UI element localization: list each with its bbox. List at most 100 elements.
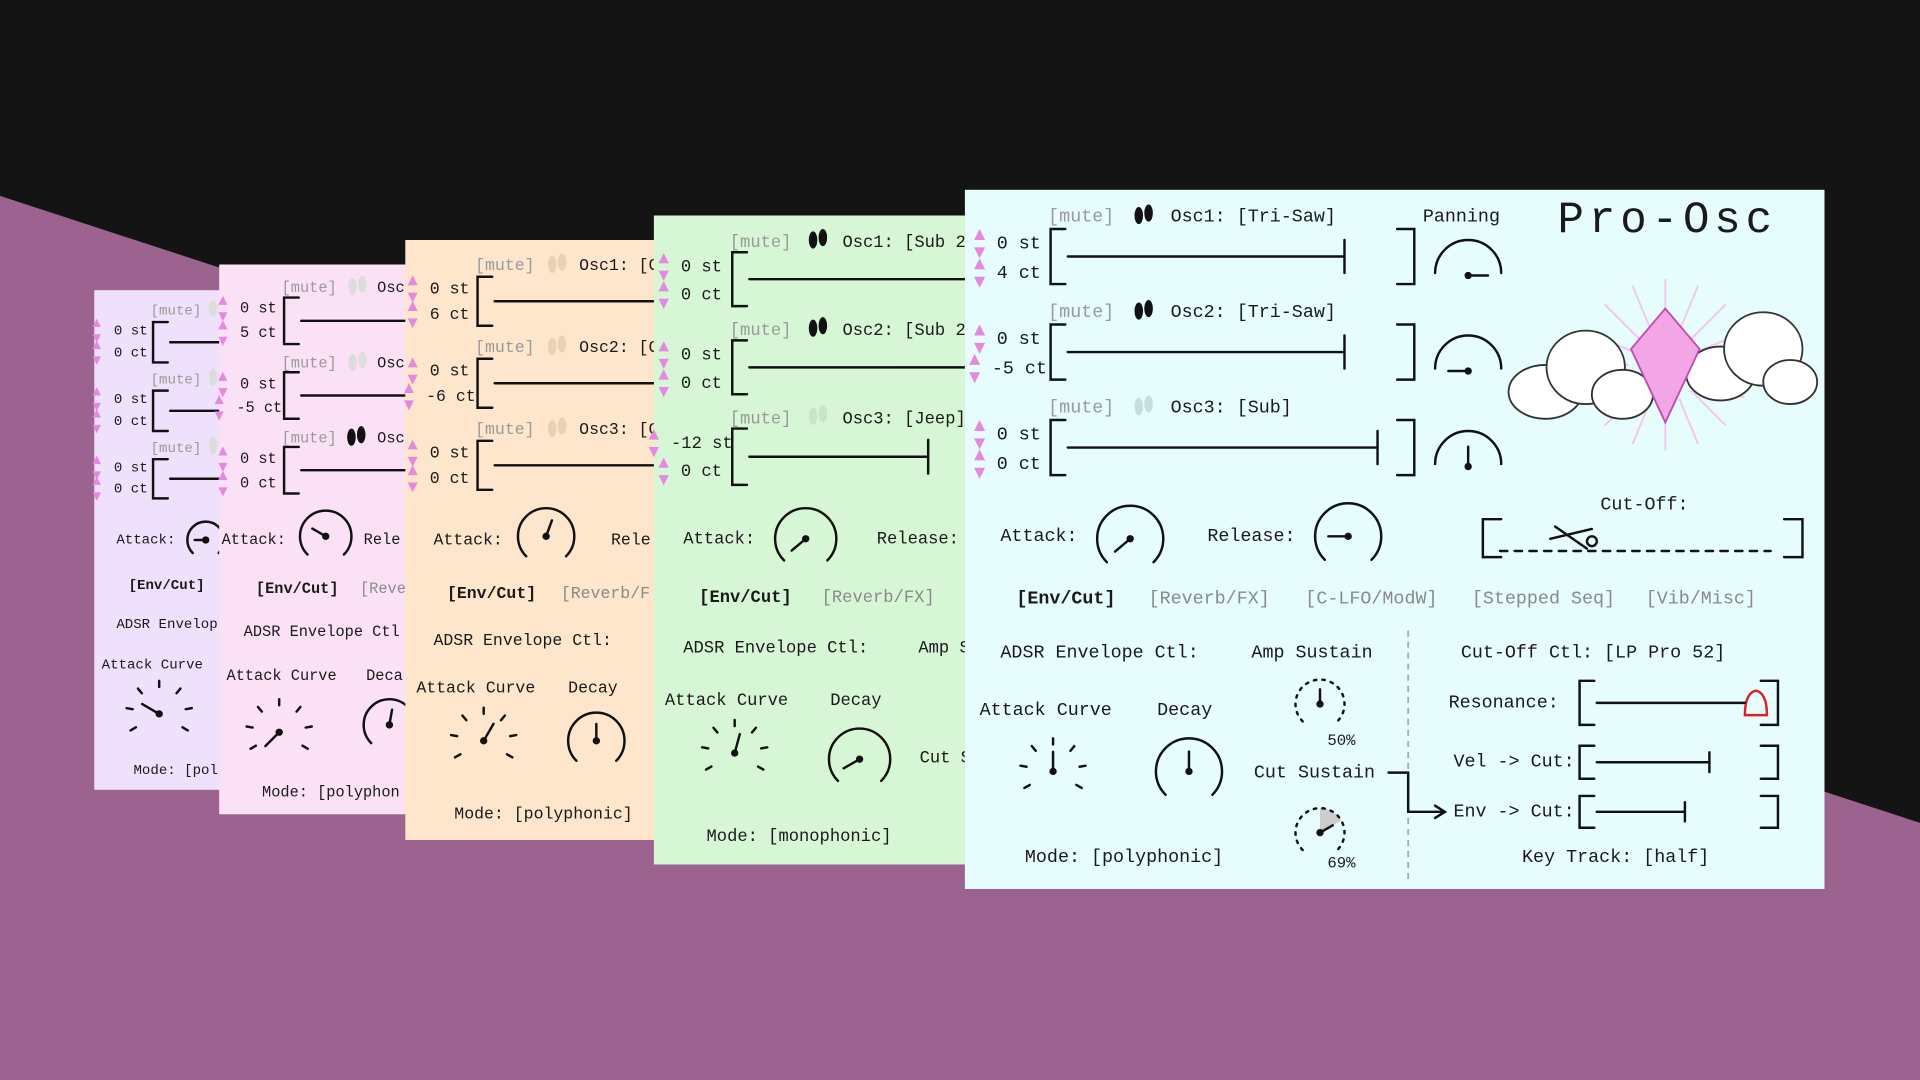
mute-icon[interactable] <box>208 437 218 455</box>
tab-active[interactable]: [Env/Cut] <box>129 578 205 594</box>
tab-active[interactable]: [Env/Cut] <box>1016 589 1115 610</box>
step-up[interactable] <box>974 258 986 270</box>
step-up[interactable] <box>92 455 101 465</box>
mute-button[interactable]: [mute] <box>151 441 202 457</box>
mute-icon[interactable] <box>808 407 818 425</box>
mute-icon[interactable] <box>1134 206 1144 225</box>
step-down[interactable] <box>974 247 986 259</box>
mute-icon[interactable] <box>818 317 828 335</box>
tab[interactable]: [Reverb/FX] <box>822 589 935 608</box>
step-up[interactable] <box>974 324 986 336</box>
step-up[interactable] <box>407 465 418 476</box>
mute-button[interactable]: [mute] <box>1048 398 1114 419</box>
step-down[interactable] <box>218 487 228 497</box>
step-up[interactable] <box>658 457 669 468</box>
step-up[interactable] <box>658 281 669 292</box>
mute-button[interactable]: [mute] <box>282 279 337 297</box>
mute-icon[interactable] <box>547 420 557 438</box>
step-up[interactable] <box>92 340 101 349</box>
mute-button[interactable]: [mute] <box>730 322 792 341</box>
mute-icon[interactable] <box>1144 395 1153 413</box>
mute-icon[interactable] <box>547 255 557 274</box>
step-up[interactable] <box>974 228 986 240</box>
mute-icon[interactable] <box>557 417 567 435</box>
mute-button[interactable]: [mute] <box>1048 302 1114 323</box>
mute-icon[interactable] <box>1144 300 1153 318</box>
mute-button[interactable]: [mute] <box>282 429 337 447</box>
step-up[interactable] <box>92 409 101 418</box>
tab[interactable]: [Reve <box>360 580 406 598</box>
mute-icon[interactable] <box>557 253 567 271</box>
tab[interactable]: [C-LFO/ModW] <box>1305 589 1437 610</box>
mute-icon[interactable] <box>1144 204 1153 222</box>
step-up[interactable] <box>92 476 101 485</box>
step-down[interactable] <box>969 372 981 384</box>
step-down[interactable] <box>658 358 669 370</box>
step-down[interactable] <box>658 270 669 281</box>
step-down[interactable] <box>407 456 418 467</box>
step-down[interactable] <box>648 446 660 458</box>
tab-active[interactable]: [Env/Cut] <box>256 580 339 598</box>
step-up[interactable] <box>218 295 228 305</box>
step-up[interactable] <box>218 371 228 381</box>
step-down[interactable] <box>218 462 228 473</box>
tab-active[interactable]: [Env/Cut] <box>699 589 792 608</box>
mute-icon[interactable] <box>358 275 367 293</box>
step-down[interactable] <box>92 402 101 412</box>
mute-button[interactable]: [mute] <box>475 256 534 275</box>
mute-icon[interactable] <box>818 228 828 247</box>
mute-button[interactable]: [mute] <box>730 234 792 253</box>
step-up[interactable] <box>218 320 228 330</box>
step-up[interactable] <box>214 394 224 405</box>
step-up[interactable] <box>92 387 101 396</box>
step-up[interactable] <box>407 357 418 368</box>
mute-button[interactable]: [mute] <box>151 372 202 388</box>
step-down[interactable] <box>92 424 101 434</box>
step-down[interactable] <box>92 492 101 501</box>
step-up[interactable] <box>407 439 418 450</box>
step-up[interactable] <box>407 275 418 286</box>
mute-button[interactable]: [mute] <box>282 355 337 373</box>
mute-icon[interactable] <box>208 300 218 318</box>
step-down[interactable] <box>658 475 669 486</box>
step-down[interactable] <box>974 438 986 450</box>
mute-icon[interactable] <box>347 428 356 446</box>
mute-icon[interactable] <box>208 368 218 386</box>
mute-icon[interactable] <box>808 231 818 249</box>
step-down[interactable] <box>658 298 669 310</box>
mute-icon[interactable] <box>356 426 366 444</box>
step-up[interactable] <box>218 470 228 480</box>
step-up[interactable] <box>658 369 669 380</box>
tab[interactable]: [Stepped Seq] <box>1472 589 1615 610</box>
step-down[interactable] <box>92 471 101 480</box>
step-down[interactable] <box>658 386 669 398</box>
step-down[interactable] <box>92 334 101 343</box>
step-down[interactable] <box>92 356 101 365</box>
tab[interactable]: [Vib/Misc] <box>1646 589 1756 610</box>
step-down[interactable] <box>974 467 986 479</box>
mute-button[interactable]: [mute] <box>475 420 534 439</box>
step-down[interactable] <box>407 292 418 303</box>
mute-icon[interactable] <box>348 353 357 372</box>
mute-icon[interactable] <box>808 319 818 337</box>
step-up[interactable] <box>658 341 669 352</box>
step-down[interactable] <box>404 400 414 411</box>
step-up[interactable] <box>974 420 986 432</box>
step-down[interactable] <box>218 388 228 398</box>
step-down[interactable] <box>974 342 986 354</box>
mute-icon[interactable] <box>358 351 367 369</box>
step-up[interactable] <box>218 446 228 456</box>
mute-button[interactable]: [mute] <box>475 338 534 357</box>
mute-icon[interactable] <box>547 337 557 356</box>
step-down[interactable] <box>214 411 224 421</box>
step-up[interactable] <box>658 252 669 264</box>
mute-icon[interactable] <box>557 335 567 353</box>
step-up[interactable] <box>648 429 660 440</box>
tab-active[interactable]: [Env/Cut] <box>447 584 536 603</box>
step-down[interactable] <box>407 374 418 385</box>
step-up[interactable] <box>969 353 981 365</box>
step-down[interactable] <box>218 312 228 322</box>
mute-icon[interactable] <box>1134 302 1144 320</box>
mute-button[interactable]: [mute] <box>1048 207 1114 228</box>
step-down[interactable] <box>407 318 418 329</box>
